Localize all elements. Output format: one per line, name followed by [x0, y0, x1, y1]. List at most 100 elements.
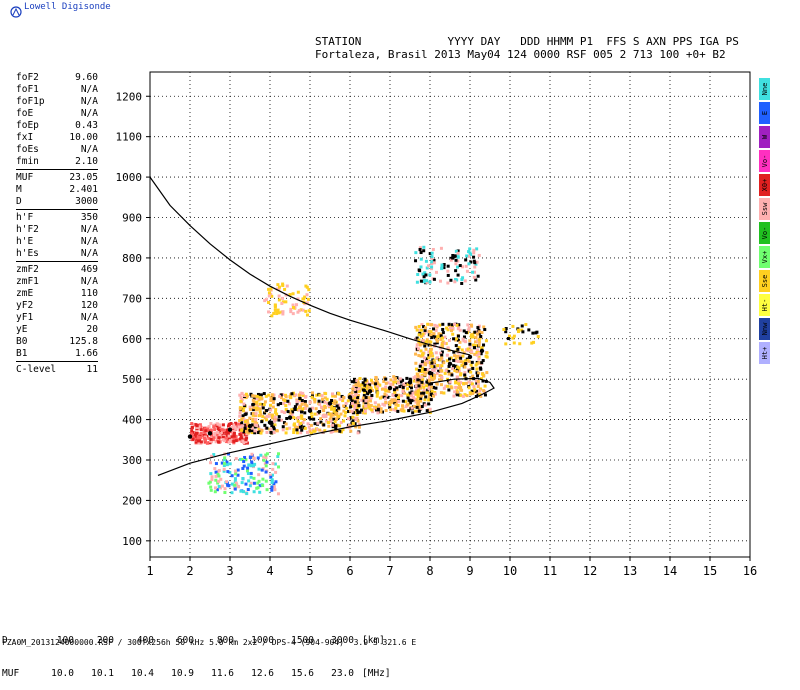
profile-curve [149, 176, 471, 356]
echo-speck [419, 334, 423, 338]
echo-speck [462, 329, 466, 333]
echo-speck [255, 400, 259, 404]
echo-speck [456, 255, 460, 259]
param-row: yF2 120 [16, 300, 98, 312]
echo-speck [203, 427, 207, 431]
echo-speck [306, 297, 310, 301]
echo-speck [447, 388, 451, 392]
echo-speck [512, 341, 516, 345]
param-name: yE [16, 324, 28, 335]
echo-speck [468, 342, 472, 346]
echo-speck [502, 328, 506, 332]
echo-speck [363, 380, 367, 384]
echo-speck [363, 411, 367, 415]
x-tick-label: 8 [426, 564, 433, 578]
echo-speck [460, 281, 464, 285]
echo-speck [259, 413, 263, 417]
legend-label: Vo- [760, 154, 769, 168]
echo-speck [463, 279, 467, 283]
echo-speck [243, 426, 247, 430]
echo-speck [236, 473, 240, 477]
echo-speck [234, 427, 238, 431]
plot-frame [149, 71, 751, 558]
echo-speck [427, 353, 431, 357]
echo-speck [323, 400, 327, 404]
echo-speck [306, 422, 310, 426]
trace-point [467, 354, 473, 360]
param-name: zmF1 [16, 276, 39, 287]
echo-speck [424, 395, 428, 399]
echo-speck [432, 258, 436, 262]
echo-speck [383, 397, 387, 401]
echo-speck [475, 367, 479, 371]
echo-speck [360, 398, 364, 402]
echo-speck [229, 426, 233, 430]
echo-speck [258, 410, 262, 414]
echo-speck [267, 310, 271, 314]
echo-speck [352, 377, 356, 381]
echo-speck [291, 312, 295, 316]
echo-speck [277, 415, 281, 419]
echo-speck [220, 428, 224, 432]
echo-speck [469, 253, 473, 257]
echo-speck [428, 382, 432, 386]
echo-speck [421, 280, 425, 284]
echo-speck [257, 398, 261, 402]
param-row: M 2.401 [16, 184, 98, 196]
echo-speck [389, 382, 393, 386]
param-name: h'F [16, 212, 34, 223]
echo-speck [216, 481, 220, 485]
echo-speck [428, 374, 432, 378]
echo-speck [283, 287, 287, 291]
echo-speck [524, 323, 528, 327]
echo-speck [338, 429, 342, 433]
echo-speck [307, 309, 311, 313]
echo-speck [473, 390, 477, 394]
echo-speck [368, 383, 372, 387]
echo-speck [446, 281, 450, 285]
echo-speck [297, 393, 301, 397]
echo-speck [417, 409, 421, 413]
echo-speck [257, 407, 261, 411]
muf-table-cell: 10.4 [131, 668, 154, 679]
echo-speck [474, 363, 478, 367]
param-value: 11 [86, 364, 98, 375]
x-tick-label: 16 [743, 564, 757, 578]
echo-speck [303, 400, 307, 404]
echo-speck [450, 329, 454, 333]
echo-speck [253, 394, 257, 398]
echo-speck [315, 393, 319, 397]
echo-speck [427, 395, 431, 399]
echo-speck [228, 462, 232, 466]
echo-speck [368, 407, 372, 411]
param-row: foE N/A [16, 108, 98, 120]
chart-axes: 1 2 3 4 5 6 7 8 9 10 11 12 13 14 15 1610020030040050060… [116, 71, 757, 578]
echo-speck [224, 440, 228, 444]
x-tick-label: 5 [306, 564, 313, 578]
echo-speck [451, 256, 455, 260]
echo-speck [359, 408, 363, 412]
echo-speck [393, 401, 397, 405]
echo-speck [461, 360, 465, 364]
echo-speck [257, 467, 261, 471]
legend-swatch: X0+ [759, 174, 770, 196]
echo-speck [319, 405, 323, 409]
echo-speck [241, 439, 245, 443]
y-tick-label: 700 [122, 292, 142, 305]
echo-speck [406, 387, 410, 391]
echo-speck [284, 408, 288, 412]
echo-speck [295, 400, 299, 404]
echo-speck [451, 326, 455, 330]
echo-speck [376, 385, 380, 389]
echo-speck [300, 398, 304, 402]
echo-speck [234, 457, 238, 461]
echo-speck [428, 354, 432, 358]
echo-speck [321, 408, 325, 412]
echo-speck [420, 375, 424, 379]
param-value: 469 [80, 264, 98, 275]
echo-speck [234, 481, 238, 485]
echo-speck [410, 399, 414, 403]
echo-speck [527, 328, 531, 332]
echo-speck [473, 388, 477, 392]
echo-speck [441, 322, 445, 326]
